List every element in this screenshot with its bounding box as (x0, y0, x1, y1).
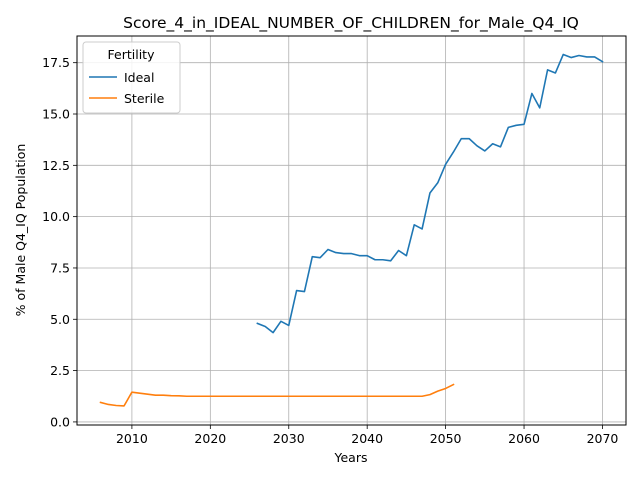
y-axis-ticks: 0.0 2.5 5.0 7.5 10.0 12.5 15.0 17.5 (42, 55, 77, 429)
x-tick-label: 2050 (430, 431, 462, 446)
legend-title: Fertility (108, 47, 156, 62)
legend-label-sterile: Sterile (124, 91, 165, 106)
x-axis-label: Years (334, 450, 368, 465)
y-tick-label: 0.0 (50, 414, 70, 429)
y-tick-label: 5.0 (50, 312, 70, 327)
y-tick-label: 12.5 (42, 158, 70, 173)
axes-frame (76, 35, 627, 426)
x-tick-label: 2040 (351, 431, 383, 446)
x-tick-label: 2070 (587, 431, 619, 446)
legend: Fertility Ideal Sterile (82, 41, 181, 114)
y-tick-label: 10.0 (42, 209, 70, 224)
x-tick-label: 2030 (273, 431, 305, 446)
y-axis-label: % of Male Q4_IQ Population (13, 144, 28, 317)
x-tick-label: 2060 (508, 431, 540, 446)
series-line-ideal (256, 53, 604, 334)
legend-label-ideal: Ideal (124, 70, 154, 85)
chart-title: Score_4_in_IDEAL_NUMBER_OF_CHILDREN_for_… (123, 14, 579, 33)
y-tick-label: 7.5 (50, 260, 70, 275)
y-tick-label: 17.5 (42, 55, 70, 70)
series-line-sterile (99, 383, 455, 407)
x-tick-label: 2020 (194, 431, 226, 446)
legend-box (82, 41, 181, 114)
series-layer (99, 53, 604, 407)
y-tick-label: 15.0 (42, 107, 70, 122)
x-axis-ticks: 2010 2020 2030 2040 2050 2060 2070 (116, 425, 618, 446)
grid (77, 36, 626, 425)
x-tick-label: 2010 (116, 431, 148, 446)
y-tick-label: 2.5 (50, 363, 70, 378)
